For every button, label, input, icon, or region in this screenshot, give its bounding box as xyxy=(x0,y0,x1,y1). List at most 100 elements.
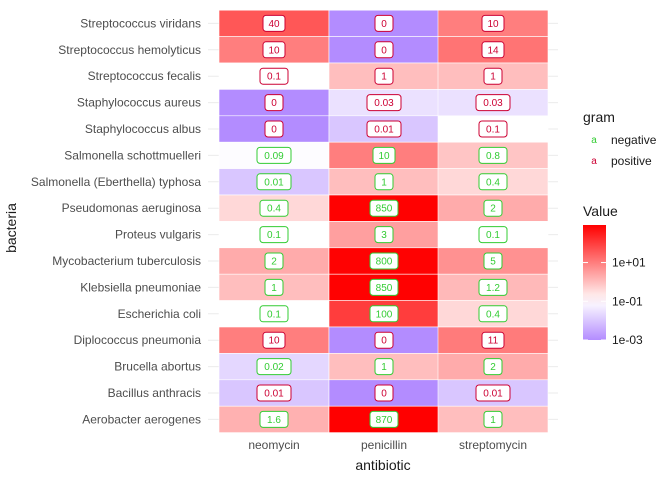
cell-value-label: 0.4 xyxy=(486,177,500,188)
gram-legend: gram a negative a positive xyxy=(583,109,657,168)
cell-label-box xyxy=(256,384,292,402)
y-tick-label: Proteus vulgaris xyxy=(115,228,201,242)
cell-value-label: 3 xyxy=(381,230,387,241)
x-tick-label: streptomycin xyxy=(459,438,527,452)
y-tick-label: Klebsiella pneumoniae xyxy=(80,280,201,294)
cell-label-box xyxy=(372,146,396,164)
gram-legend-title: gram xyxy=(583,109,615,125)
cell-label-box xyxy=(264,120,284,138)
y-axis-title: bacteria xyxy=(3,203,19,253)
gram-legend-label: positive xyxy=(611,154,652,168)
cell-label-box xyxy=(374,226,394,244)
cell-value-label: 10 xyxy=(268,45,280,56)
y-tick-label: Aerobacter aerogenes xyxy=(82,412,201,426)
cell-value-label: 0.09 xyxy=(264,151,284,162)
cell-label-box xyxy=(256,173,292,191)
y-tick-label: Pseudomonas aeruginosa xyxy=(62,201,202,215)
cell-label-box xyxy=(369,252,399,270)
cell-label-box xyxy=(369,278,399,296)
value-legend-title: Value xyxy=(583,203,618,219)
cell-label-box xyxy=(483,252,503,270)
y-tick-label: Staphylococcus albus xyxy=(85,122,201,136)
cell-value-label: 1 xyxy=(490,415,496,426)
colorbar xyxy=(583,225,606,340)
cell-value-label: 2 xyxy=(271,257,277,268)
cell-value-label: 850 xyxy=(376,283,393,294)
cell-label-box xyxy=(478,226,508,244)
cell-value-label: 1 xyxy=(271,283,277,294)
cell-value-label: 0.1 xyxy=(486,230,500,241)
y-tick-label: Salmonella (Eberthella) typhosa xyxy=(31,175,201,189)
cell-value-label: 0.8 xyxy=(486,151,500,162)
cell-value-label: 100 xyxy=(376,309,393,320)
cell-value-label: 1.6 xyxy=(267,415,281,426)
y-tick-label: Streptococcus hemolyticus xyxy=(58,43,201,57)
cell-value-label: 14 xyxy=(487,45,499,56)
cell-value-label: 0 xyxy=(381,19,387,30)
cell-label-box xyxy=(483,358,503,376)
x-axis-title: antibiotic xyxy=(355,457,410,473)
cell-value-label: 0.1 xyxy=(486,125,500,136)
cell-label-box xyxy=(259,199,289,217)
y-tick-label: Diplococcus pneumonia xyxy=(74,333,202,347)
y-tick-label: Mycobacterium tuberculosis xyxy=(52,254,201,268)
cell-value-label: 10 xyxy=(378,151,390,162)
cell-value-label: 11 xyxy=(488,336,499,347)
cell-value-label: 0.01 xyxy=(483,389,503,400)
gram-legend-key: a xyxy=(591,135,597,146)
cell-value-label: 0.02 xyxy=(264,362,284,373)
colorbar-tick-label: 1e-03 xyxy=(612,333,643,347)
cell-value-label: 850 xyxy=(376,204,393,215)
cell-value-label: 1 xyxy=(490,72,496,83)
cell-value-label: 0.4 xyxy=(486,309,500,320)
cell-value-label: 0.03 xyxy=(483,98,503,109)
cell-value-label: 1 xyxy=(381,177,387,188)
cell-value-label: 0.4 xyxy=(267,204,281,215)
y-tick-label: Brucella abortus xyxy=(114,360,201,374)
cell-value-label: 0 xyxy=(271,125,277,136)
x-axis-tick-labels: neomycin penicillin streptomycin xyxy=(248,438,527,452)
cell-label-box xyxy=(256,146,292,164)
cell-value-label: 800 xyxy=(376,257,393,268)
value-legend: Value 1e-03 1e-01 1e+01 xyxy=(583,203,646,347)
cell-label-box xyxy=(374,14,394,32)
cell-value-label: 40 xyxy=(268,19,280,30)
cell-label-box xyxy=(259,67,289,85)
cell-label-box xyxy=(374,358,394,376)
cell-label-box xyxy=(481,41,505,59)
cell-label-box xyxy=(481,14,505,32)
y-tick-label: Bacillus anthracis xyxy=(108,386,201,400)
cell-label-box xyxy=(369,199,399,217)
cell-value-label: 0 xyxy=(381,336,387,347)
heatmap-cell xyxy=(218,300,330,328)
cell-value-label: 5 xyxy=(490,257,496,268)
cell-value-label: 0.03 xyxy=(374,98,394,109)
colorbar-tick-label: 1e-01 xyxy=(612,294,643,308)
cell-label-box xyxy=(366,94,402,112)
cell-label-box xyxy=(475,94,511,112)
cell-label-box xyxy=(259,410,289,428)
cell-value-label: 1 xyxy=(381,72,387,83)
cell-value-label: 1 xyxy=(381,362,387,373)
cell-value-label: 0.01 xyxy=(264,389,284,400)
cell-label-box xyxy=(262,14,286,32)
y-tick-label: Streptococcus fecalis xyxy=(88,69,201,83)
y-tick-label: Salmonella schottmuelleri xyxy=(64,148,201,162)
cell-value-label: 0.1 xyxy=(267,230,281,241)
cell-label-box xyxy=(483,67,503,85)
y-tick-label: Streptococcus viridans xyxy=(80,16,201,30)
cell-label-box xyxy=(374,173,394,191)
colorbar-tick-label: 1e+01 xyxy=(612,256,646,270)
cell-label-box xyxy=(366,120,402,138)
x-tick-label: penicillin xyxy=(361,438,407,452)
y-axis-tick-labels: Streptococcus viridans Streptococcus hemo… xyxy=(31,16,201,426)
cell-value-label: 0.01 xyxy=(264,177,284,188)
cell-label-box xyxy=(259,226,289,244)
cell-value-label: 0 xyxy=(381,389,387,400)
cell-label-box xyxy=(369,410,399,428)
cell-label-box xyxy=(483,410,503,428)
cell-label-box xyxy=(478,120,508,138)
cell-value-label: 2 xyxy=(490,362,496,373)
